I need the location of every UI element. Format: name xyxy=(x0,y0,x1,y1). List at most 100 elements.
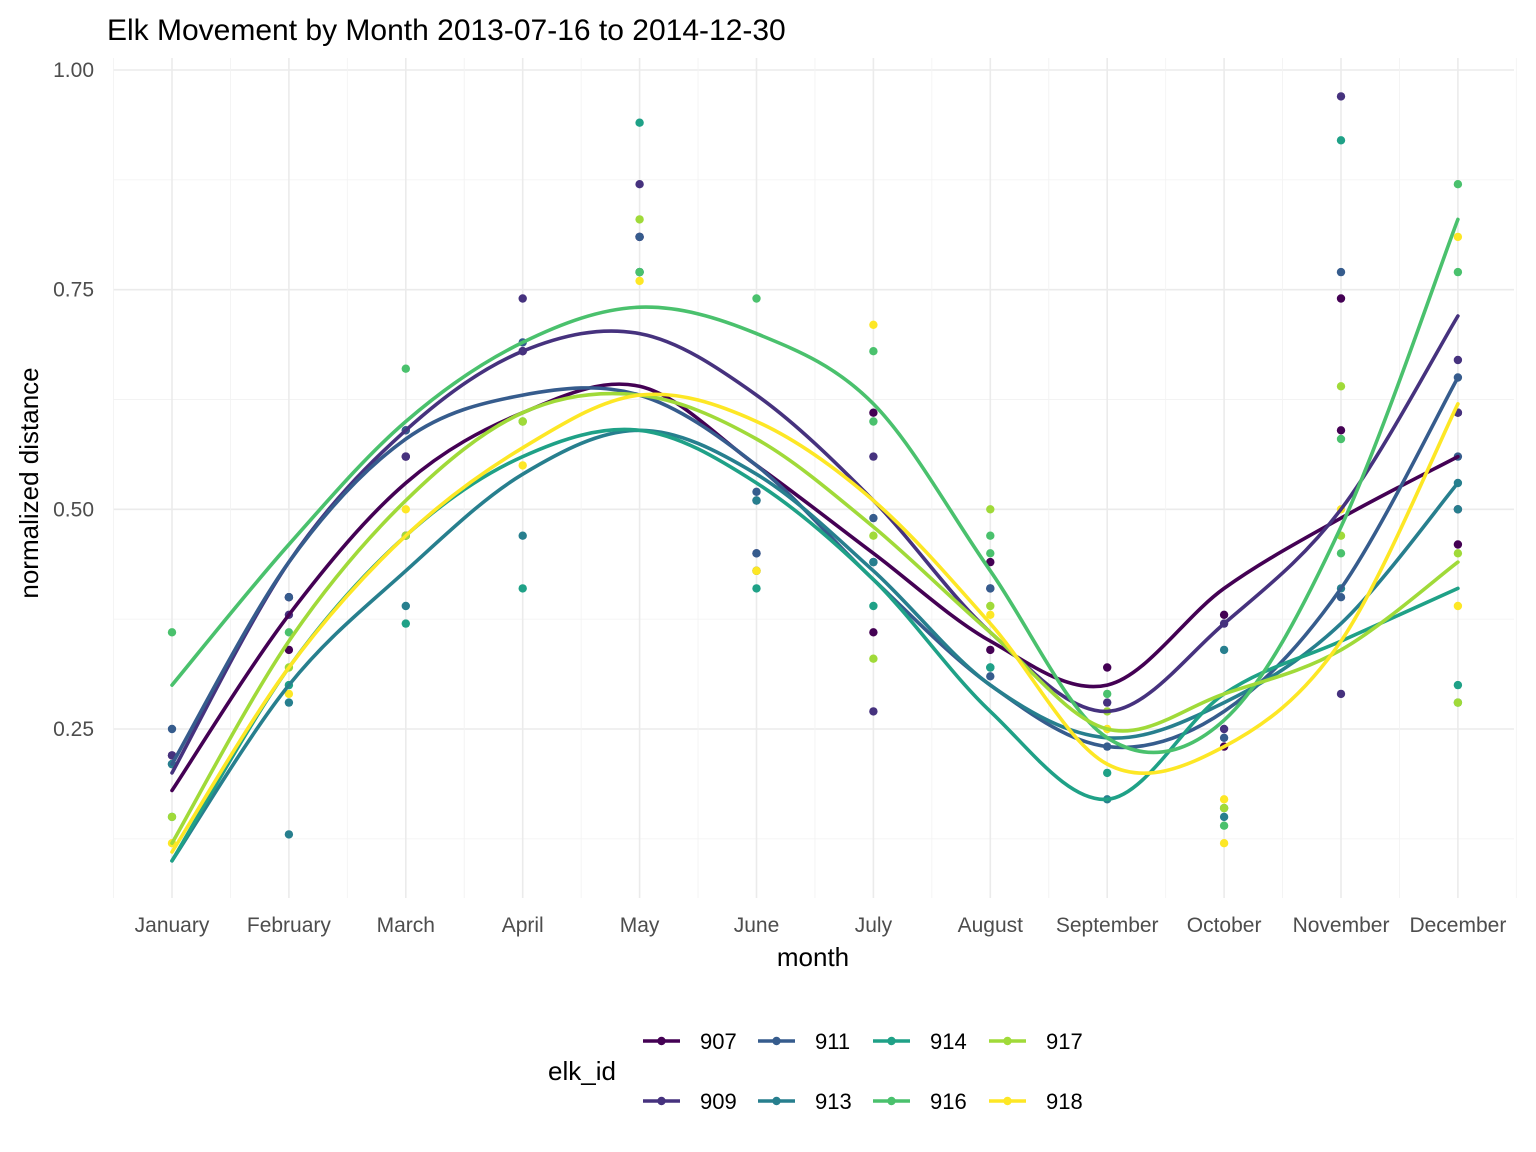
data-point-917 xyxy=(869,531,878,540)
trend-line-907 xyxy=(170,382,1460,793)
data-point-911 xyxy=(752,487,761,496)
data-point-918 xyxy=(1453,232,1463,242)
x-tick-label: May xyxy=(620,914,660,937)
data-point-918 xyxy=(518,461,527,470)
legend-item-913: 913 xyxy=(758,1089,852,1114)
x-tick-label: September xyxy=(1056,914,1159,937)
x-tick-label: March xyxy=(377,914,435,937)
data-point-907 xyxy=(1103,663,1112,672)
data-point-909 xyxy=(869,707,878,716)
legend-item-907: 907 xyxy=(643,1029,737,1054)
trend-lines-layer xyxy=(170,217,1460,863)
legend-key-point xyxy=(772,1096,781,1106)
x-tick-label: January xyxy=(135,914,210,937)
legend-key-point xyxy=(1003,1096,1012,1106)
data-point-909 xyxy=(401,452,410,461)
legend-label: 914 xyxy=(930,1029,967,1054)
data-point-909 xyxy=(1219,724,1229,734)
data-point-914 xyxy=(869,601,878,611)
data-point-913 xyxy=(1453,505,1463,514)
x-tick-label: October xyxy=(1187,914,1262,937)
data-point-913 xyxy=(752,496,761,505)
data-point-916 xyxy=(1103,689,1112,699)
data-point-918 xyxy=(986,610,995,619)
data-point-918 xyxy=(1453,601,1463,611)
data-point-911 xyxy=(869,513,878,523)
y-tick-label: 0.75 xyxy=(53,279,94,302)
data-point-916 xyxy=(1336,434,1346,444)
data-point-918 xyxy=(1219,839,1229,848)
data-point-917 xyxy=(1336,382,1346,391)
data-point-913 xyxy=(518,531,527,540)
data-point-909 xyxy=(869,452,878,461)
data-point-916 xyxy=(1336,549,1346,558)
data-point-909 xyxy=(1453,355,1463,365)
trend-line-909 xyxy=(170,314,1460,775)
legend-item-911: 911 xyxy=(758,1029,850,1054)
data-point-917 xyxy=(1453,698,1463,707)
data-point-911 xyxy=(1219,733,1229,742)
data-point-907 xyxy=(986,557,995,567)
data-point-916 xyxy=(1219,821,1229,830)
legend-label: 911 xyxy=(815,1029,850,1054)
data-point-911 xyxy=(986,672,995,681)
x-tick-label: April xyxy=(502,914,544,937)
data-point-907 xyxy=(1453,540,1463,549)
y-tick-label: 0.50 xyxy=(53,498,94,521)
legend-title: elk_id xyxy=(548,1056,616,1086)
data-point-917 xyxy=(167,812,177,822)
legend-key-point xyxy=(887,1036,896,1046)
data-point-913 xyxy=(284,830,294,839)
data-point-917 xyxy=(1453,549,1463,558)
data-point-914 xyxy=(518,584,527,593)
y-tick-label: 0.25 xyxy=(53,718,94,741)
x-tick-label: December xyxy=(1409,914,1506,937)
data-point-914 xyxy=(401,619,410,628)
data-point-918 xyxy=(401,505,410,514)
data-point-916 xyxy=(869,417,878,426)
trend-line-917 xyxy=(170,391,1460,845)
data-point-914 xyxy=(635,118,644,127)
data-point-907 xyxy=(284,645,294,655)
data-point-909 xyxy=(1336,92,1346,101)
trend-line-913 xyxy=(170,428,1460,863)
data-point-907 xyxy=(869,408,878,417)
data-point-916 xyxy=(869,347,878,356)
legend-key-point xyxy=(657,1096,666,1106)
data-point-909 xyxy=(518,294,527,303)
trend-line-916 xyxy=(170,217,1460,755)
data-point-918 xyxy=(635,276,644,286)
data-point-916 xyxy=(401,364,410,373)
legend-label: 907 xyxy=(700,1029,737,1054)
legend-item-909: 909 xyxy=(643,1089,737,1114)
y-axis-title: normalized distance xyxy=(14,367,44,598)
legend-key-point xyxy=(772,1036,781,1046)
data-point-916 xyxy=(986,549,995,558)
data-point-909 xyxy=(635,180,644,189)
data-point-914 xyxy=(986,663,995,672)
data-point-916 xyxy=(1453,180,1463,189)
data-point-917 xyxy=(986,505,995,514)
data-point-913 xyxy=(1219,645,1229,655)
data-point-911 xyxy=(284,593,294,602)
data-point-913 xyxy=(401,601,410,611)
data-point-916 xyxy=(635,267,644,277)
data-point-918 xyxy=(284,689,294,699)
data-point-917 xyxy=(869,654,878,663)
trend-line-918 xyxy=(170,392,1460,854)
data-point-911 xyxy=(167,724,177,734)
legend-item-918: 918 xyxy=(989,1089,1083,1114)
axes: 0.25 0.50 0.75 1.00 January February March Apri… xyxy=(53,59,1506,937)
y-tick-label: 1.00 xyxy=(53,59,94,82)
data-point-907 xyxy=(869,628,878,637)
data-point-916 xyxy=(752,294,761,303)
legend-item-914: 914 xyxy=(873,1029,967,1054)
chart-title: Elk Movement by Month 2013-07-16 to 2014… xyxy=(107,14,786,47)
data-point-909 xyxy=(1336,689,1346,699)
legend-label: 909 xyxy=(700,1089,737,1114)
data-point-907 xyxy=(1219,610,1229,619)
data-point-907 xyxy=(1336,426,1346,435)
data-point-917 xyxy=(518,417,527,426)
data-point-911 xyxy=(635,232,644,242)
